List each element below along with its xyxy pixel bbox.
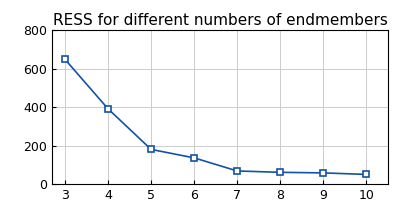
Title: RESS for different numbers of endmembers: RESS for different numbers of endmembers (52, 13, 388, 28)
